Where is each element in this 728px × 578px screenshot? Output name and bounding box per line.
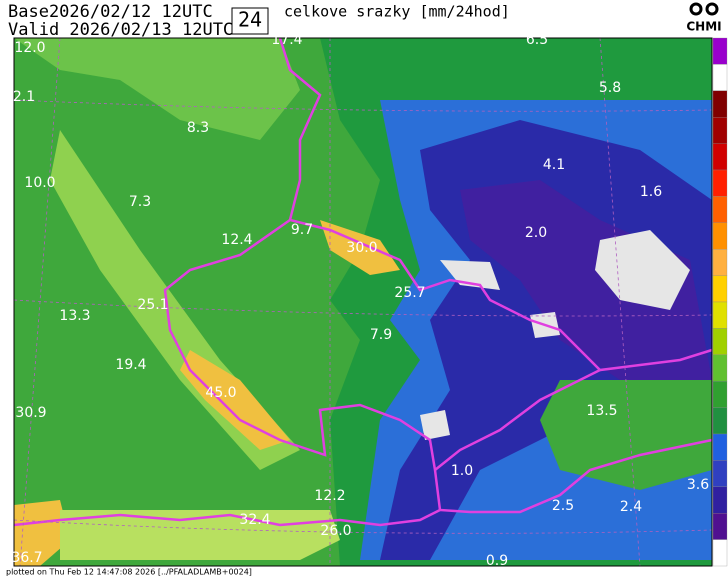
- value-label: 2.0: [525, 225, 547, 241]
- value-label: 25.1: [137, 297, 168, 313]
- legend-swatch: [712, 117, 728, 144]
- value-label: 0.9: [486, 553, 508, 569]
- title: celkove srazky [mm/24hod]: [284, 3, 510, 21]
- legend-swatch: [712, 486, 728, 514]
- value-label: 7.9: [370, 327, 392, 343]
- value-label: 1.0: [451, 463, 473, 479]
- legend-swatch: [712, 169, 728, 197]
- precipitation-field: [14, 38, 712, 566]
- value-label: 1.6: [640, 184, 662, 200]
- value-label: 30.0: [346, 240, 377, 256]
- legend-swatch: [712, 275, 728, 303]
- value-label: 19.4: [115, 357, 146, 373]
- value-label: 13.3: [59, 308, 90, 324]
- value-label: 9.7: [291, 222, 313, 238]
- legend-swatch: [712, 64, 728, 91]
- value-label: 26.0: [320, 523, 351, 539]
- value-label: 25.7: [394, 285, 425, 301]
- logo-mark: [705, 2, 719, 16]
- legend-swatch: [712, 301, 728, 329]
- value-label: 17.4: [271, 32, 302, 48]
- value-label: 5.8: [599, 80, 621, 96]
- legend-swatch: [712, 328, 728, 355]
- legend-swatch: [712, 539, 728, 567]
- value-label: 12.2: [314, 488, 345, 504]
- logo: CHMI: [686, 20, 721, 34]
- value-label: 2.5: [552, 498, 574, 514]
- base-time: Base2026/02/12 12UTC: [8, 2, 213, 22]
- legend-swatch: [712, 513, 728, 540]
- value-label: 12.4: [221, 232, 252, 248]
- graticule: [13, 37, 713, 567]
- legend-swatch: [712, 460, 728, 487]
- borders: [13, 37, 713, 527]
- period: 24: [238, 8, 262, 32]
- value-label: 2.1: [13, 89, 35, 105]
- legend: [712, 37, 728, 567]
- legend-swatch: [712, 222, 728, 250]
- value-label: 7.3: [129, 194, 151, 210]
- legend-swatch: [712, 249, 728, 276]
- legend-swatch: [712, 143, 728, 171]
- value-label: 45.0: [205, 385, 236, 401]
- value-label: 2.4: [620, 499, 642, 515]
- value-label: 30.9: [15, 405, 46, 421]
- legend-swatch: [712, 354, 728, 382]
- logo-mark: [689, 2, 703, 16]
- value-label: 8.3: [187, 120, 209, 136]
- value-label: 4.1: [543, 157, 565, 173]
- value-label: 6.5: [526, 32, 548, 48]
- legend-swatch: [712, 37, 728, 65]
- value-labels: 17.4 6.5 12.0 5.8 2.1 8.3 4.1 10.0 1.6 7.3 2.0 9.7 1…: [11, 32, 709, 569]
- period-box: [231, 7, 269, 35]
- legend-swatch: [712, 381, 728, 408]
- valid-time: Valid 2026/02/13 12UTC: [8, 20, 233, 40]
- value-label: 12.0: [14, 40, 45, 56]
- value-label: 3.6: [687, 477, 709, 493]
- value-label: 10.0: [24, 175, 55, 191]
- legend-swatch: [712, 407, 728, 435]
- value-label: 32.4: [239, 512, 270, 528]
- map-frame: [13, 37, 713, 567]
- legend-swatch: [712, 196, 728, 223]
- value-label: 13.5: [586, 403, 617, 419]
- legend-swatch: [712, 90, 728, 118]
- legend-swatch: [712, 433, 728, 461]
- footer: plotted on Thu Feb 12 14:47:08 2026 [../…: [6, 568, 252, 577]
- value-label: 36.7: [11, 550, 42, 566]
